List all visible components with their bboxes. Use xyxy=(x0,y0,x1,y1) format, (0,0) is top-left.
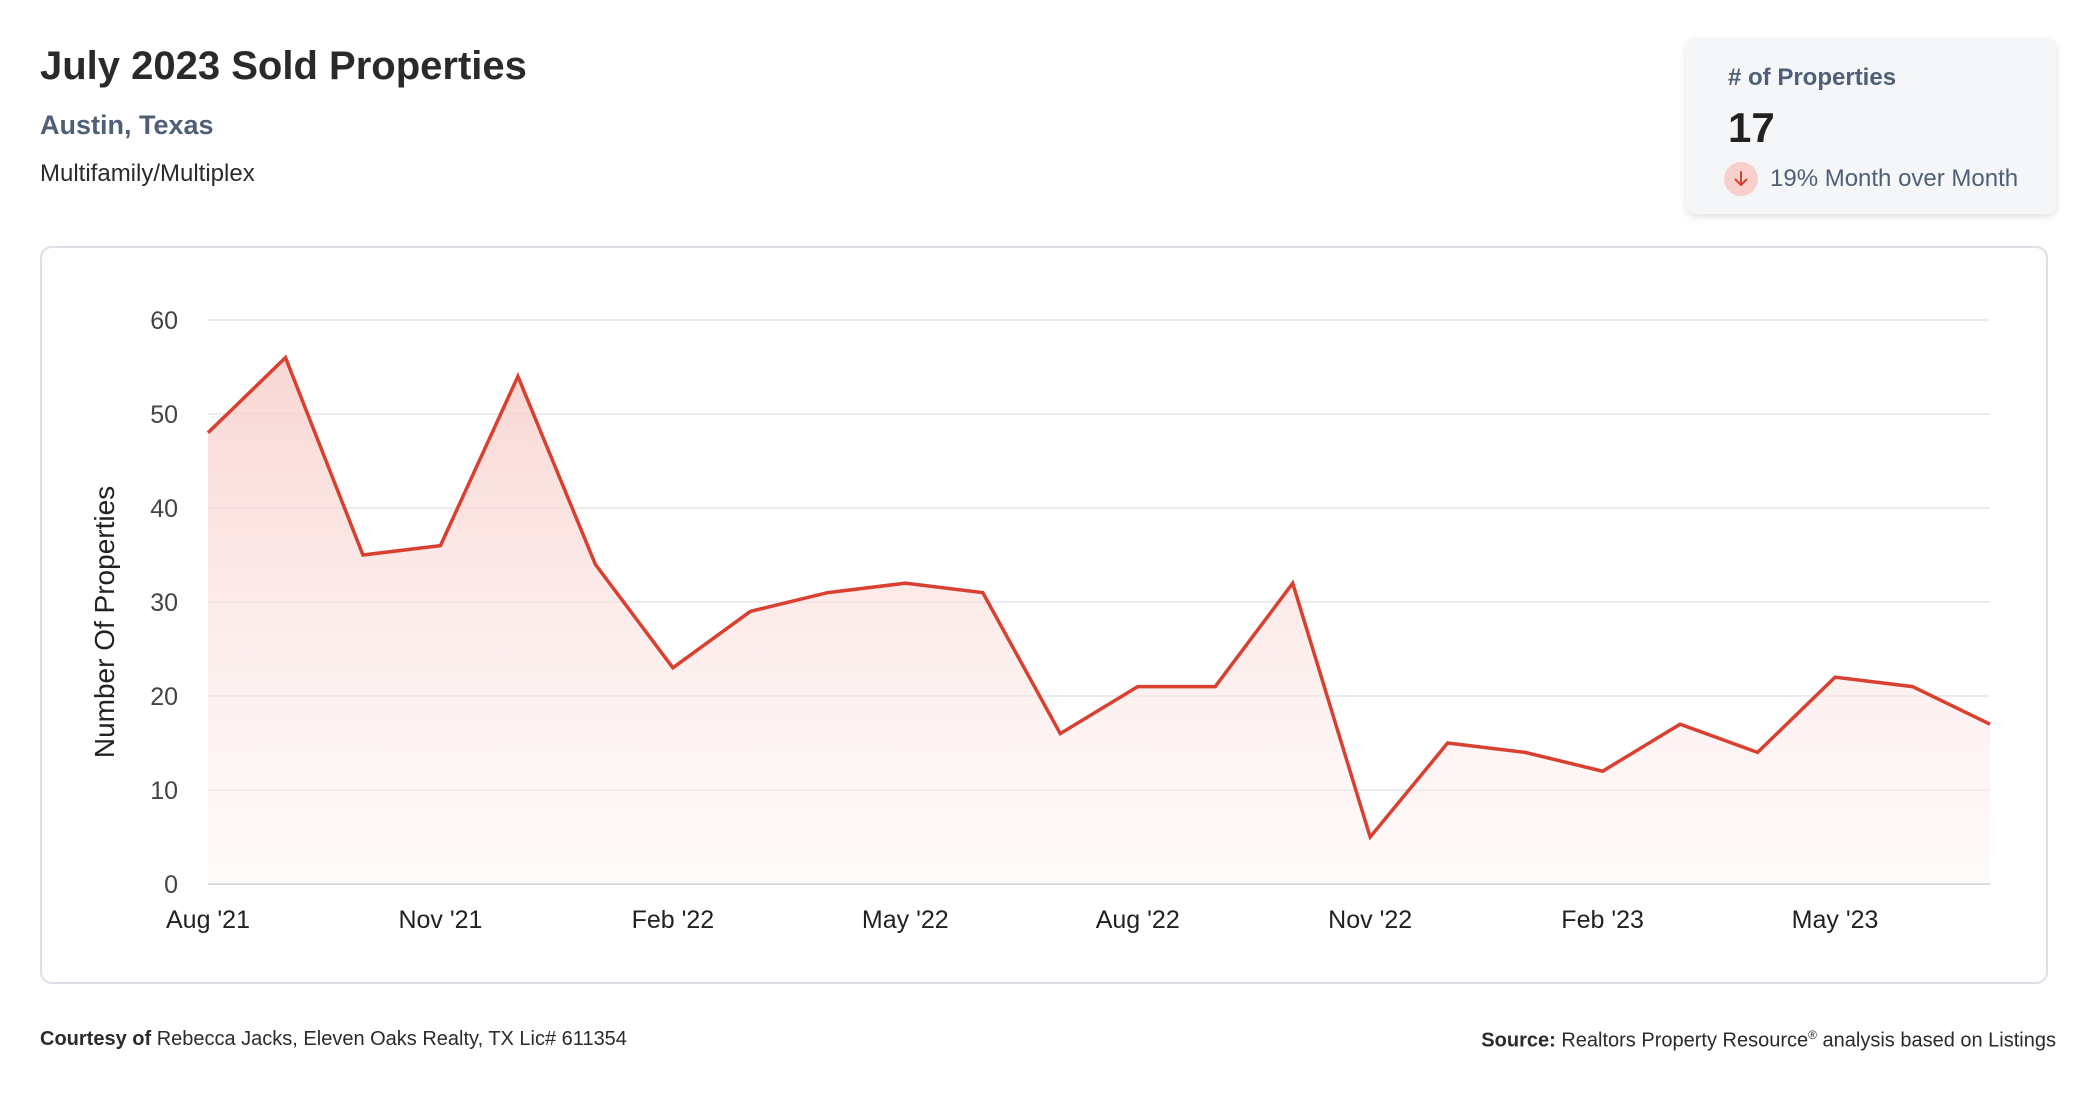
chart-container: 0 10 20 30 40 50 60 Aug '21 Nov '21 Feb '22 May '… xyxy=(40,246,2048,984)
x-tick-label: Nov '22 xyxy=(1328,906,1412,934)
stat-change-text: 19% Month over Month xyxy=(1770,165,2019,192)
x-tick-label: Nov '21 xyxy=(398,906,482,934)
y-tick-label: 50 xyxy=(150,401,178,429)
x-tick-label: Feb '23 xyxy=(1561,906,1644,934)
series-line xyxy=(206,354,1991,841)
line-chart: 0 10 20 30 40 50 60 Aug '21 Nov '21 Feb '22 May '… xyxy=(89,307,1991,934)
x-tick-label: May '22 xyxy=(862,906,949,934)
courtesy-footer: Courtesy of Rebecca Jacks, Eleven Oaks R… xyxy=(40,1028,627,1051)
stat-label: # of Properties xyxy=(1728,64,1897,91)
x-tick-label: Feb '22 xyxy=(632,906,715,934)
y-tick-label: 60 xyxy=(150,307,178,335)
stat-card: # of Properties 17 19% Month over Month xyxy=(1686,38,2056,214)
stat-change: 19% Month over Month xyxy=(1724,162,2018,196)
y-tick-label: 10 xyxy=(150,777,178,805)
source-text-suffix: analysis based on Listings xyxy=(1816,1029,2057,1052)
area-fill xyxy=(208,357,1990,885)
y-axis-label: Number Of Properties xyxy=(89,486,120,758)
property-type-label: Multifamily/Multiplex xyxy=(40,160,255,187)
stat-value: 17 xyxy=(1728,104,1775,151)
x-tick-label: May '23 xyxy=(1792,906,1879,934)
page-title: July 2023 Sold Properties xyxy=(40,44,527,88)
y-tick-label: 20 xyxy=(150,683,178,711)
courtesy-label: Courtesy of xyxy=(40,1028,152,1050)
x-tick-label: Aug '22 xyxy=(1096,906,1180,934)
location-subtitle: Austin, Texas xyxy=(40,110,214,140)
arrow-down-icon xyxy=(1724,162,1758,196)
source-footer: Source: Realtors Property Resource® anal… xyxy=(1481,1028,2056,1053)
y-tick-label: 0 xyxy=(164,871,178,899)
y-tick-label: 30 xyxy=(150,589,178,617)
x-tick-label: Aug '21 xyxy=(166,906,250,934)
y-tick-label: 40 xyxy=(150,495,178,523)
registered-mark: ® xyxy=(1808,1028,1817,1042)
source-text: Realtors Property Resource xyxy=(1561,1029,1809,1052)
source-label: Source: xyxy=(1481,1029,1556,1052)
courtesy-text: Rebecca Jacks, Eleven Oaks Realty, TX Li… xyxy=(156,1028,627,1050)
